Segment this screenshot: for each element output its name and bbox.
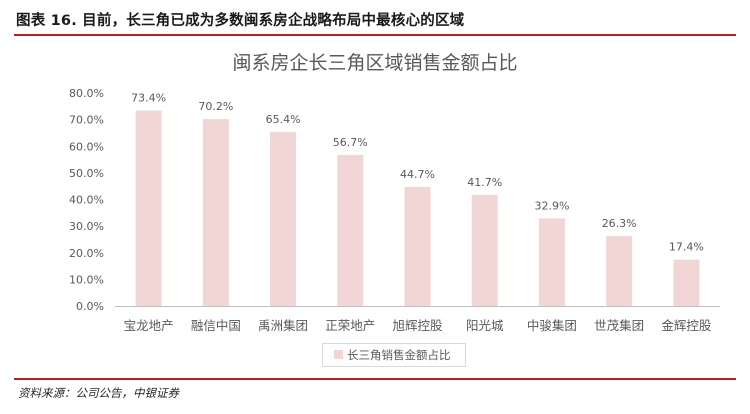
x-tick-label: 中骏集团: [527, 318, 577, 333]
x-tick-label: 正荣地产: [325, 318, 375, 333]
data-label: 73.4%: [131, 92, 166, 105]
data-label: 70.2%: [198, 100, 233, 113]
bar: [202, 119, 229, 306]
data-label: 41.7%: [467, 176, 502, 189]
chart-title: 闽系房企长三角区域销售金额占比: [232, 52, 518, 74]
data-label: 44.7%: [400, 168, 435, 181]
bar: [471, 194, 498, 306]
y-tick-label: 10.0%: [69, 273, 104, 286]
x-tick-label: 世茂集团: [594, 318, 644, 333]
bar: [135, 110, 162, 306]
bar: [538, 218, 565, 306]
y-tick-label: 80.0%: [69, 87, 104, 100]
y-tick-label: 50.0%: [69, 167, 104, 180]
chart-legend: 长三角销售金额占比: [322, 343, 466, 367]
data-label: 56.7%: [333, 136, 368, 149]
x-tick-label: 宝龙地产: [124, 318, 174, 333]
y-tick-label: 60.0%: [69, 140, 104, 153]
x-tick-label: 融信中国: [191, 318, 241, 333]
bar: [270, 131, 297, 306]
footer-divider: [14, 378, 736, 380]
header-divider: [14, 34, 736, 36]
y-tick-label: 40.0%: [69, 194, 104, 207]
x-tick-label: 阳光城: [466, 318, 504, 333]
legend-label: 长三角销售金额占比: [347, 348, 451, 362]
x-tick-label: 禹洲集团: [258, 318, 308, 333]
source-note: 资料来源：公司公告，中银证券: [18, 386, 179, 400]
bar: [337, 155, 364, 306]
y-tick-label: 0.0%: [76, 300, 104, 313]
x-tick-label: 旭辉控股: [392, 318, 443, 333]
bar: [673, 259, 700, 306]
y-tick-label: 70.0%: [69, 114, 104, 127]
legend-swatch: [334, 350, 343, 359]
bar: [404, 186, 431, 306]
y-tick-label: 20.0%: [69, 247, 104, 260]
bar: [606, 235, 633, 306]
figure-caption: 图表 16. 目前，长三角已成为多数闽系房企战略布局中最核心的区域: [16, 13, 465, 29]
data-label: 32.9%: [534, 199, 569, 212]
y-tick-label: 30.0%: [69, 220, 104, 233]
report-header: 图表 16. 目前，长三角已成为多数闽系房企战略布局中最核心的区域: [14, 6, 736, 36]
data-label: 17.4%: [669, 241, 704, 254]
x-tick-label: 金辉控股: [661, 318, 712, 333]
data-label: 65.4%: [266, 113, 301, 126]
data-label: 26.3%: [602, 217, 637, 230]
